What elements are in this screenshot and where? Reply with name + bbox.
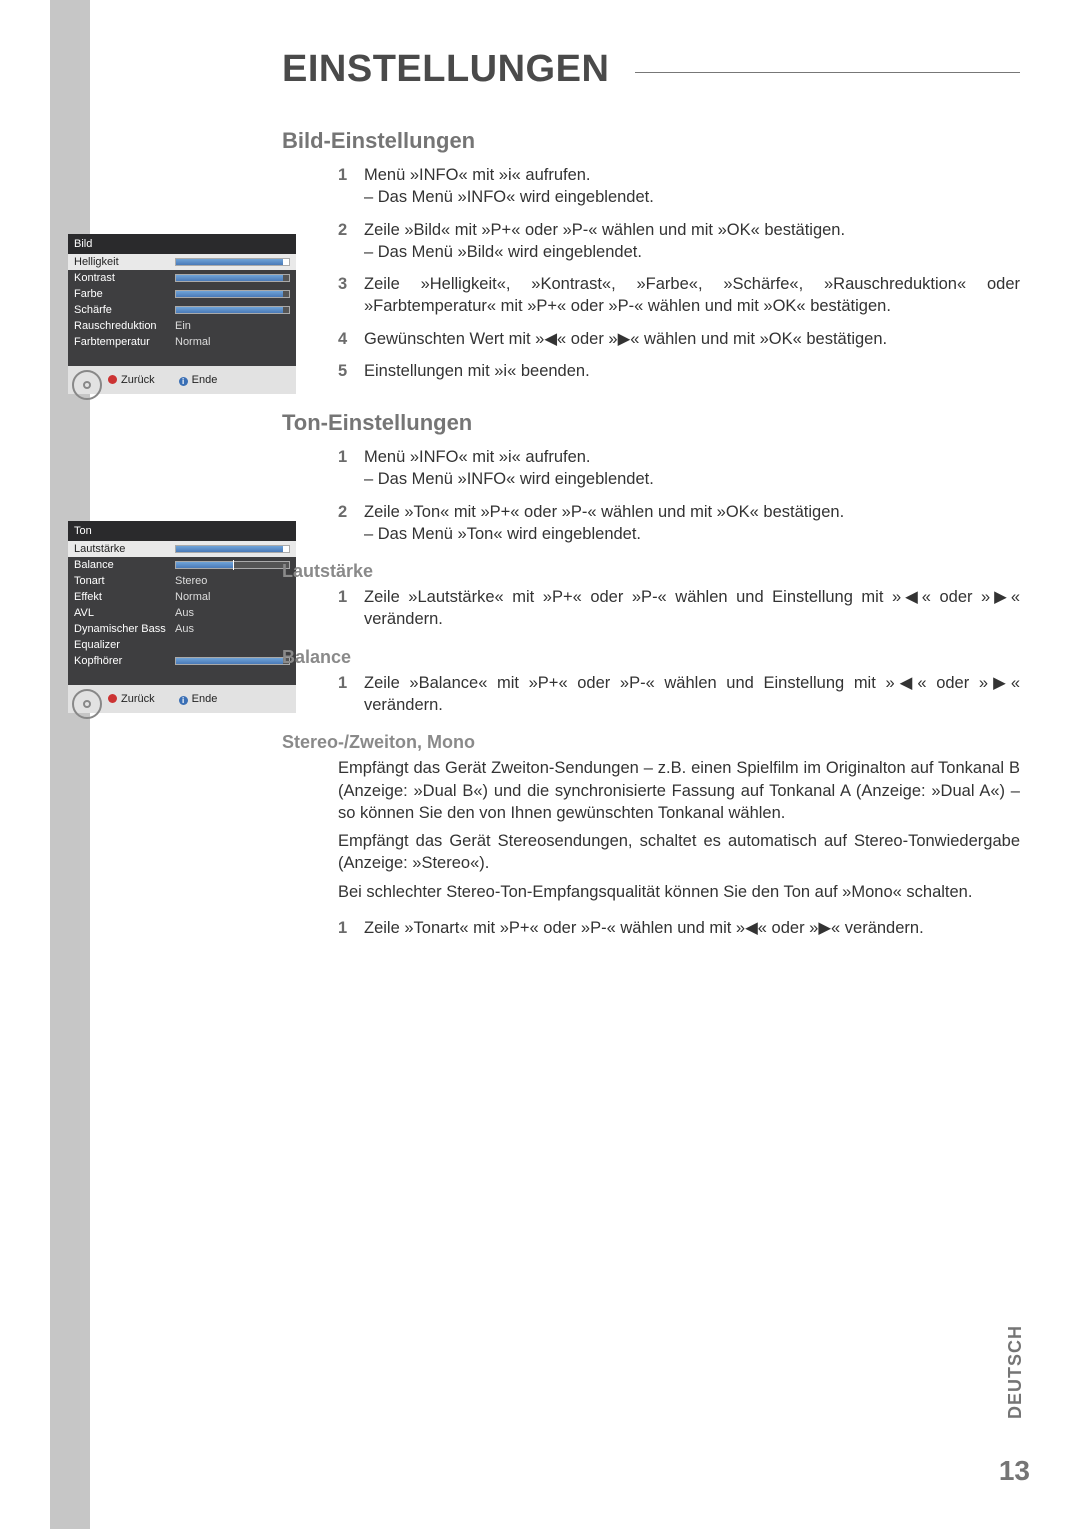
- page-title: EINSTELLUNGEN: [282, 48, 1022, 91]
- osd-ton-footer: Zurück iEnde: [68, 685, 296, 713]
- content: Bild-Einstellungen 1Menü »INFO« mit »i« …: [282, 128, 1020, 967]
- heading-lautstaerke: Lautstärke: [282, 561, 1020, 582]
- title-rule: [635, 72, 1020, 73]
- step: 4Gewünschten Wert mit »◀« oder »▶« wähle…: [338, 328, 1020, 350]
- red-dot-icon: [108, 694, 117, 703]
- section-bild: Bild-Einstellungen 1Menü »INFO« mit »i« …: [282, 128, 1020, 382]
- step: 1Zeile »Lautstärke« mit »P+« oder »P-« w…: [338, 586, 1020, 631]
- heading-balance: Balance: [282, 647, 1020, 668]
- step: 2Zeile »Ton« mit »P+« oder »P-« wählen u…: [338, 501, 1020, 546]
- dpad-icon: [72, 370, 102, 400]
- osd-ton-rows: Lautstärke Balance TonartStereo EffektNo…: [68, 541, 296, 685]
- page-number: 13: [999, 1455, 1030, 1487]
- heading-ton: Ton-Einstellungen: [282, 410, 1020, 436]
- dpad-icon: [72, 689, 102, 719]
- step: 1Menü »INFO« mit »i« aufrufen.– Das Menü…: [338, 164, 1020, 209]
- section-ton: Ton-Einstellungen 1Menü »INFO« mit »i« a…: [282, 410, 1020, 939]
- red-dot-icon: [108, 375, 117, 384]
- info-dot-icon: i: [179, 696, 188, 705]
- paragraph: Empfängt das Gerät Stereosendungen, scha…: [338, 830, 1020, 875]
- step: 3Zeile »Helligkeit«, »Kontrast«, »Farbe«…: [338, 273, 1020, 318]
- heading-bild: Bild-Einstellungen: [282, 128, 1020, 154]
- left-strip: [50, 0, 90, 1529]
- osd-ton-header: Ton: [68, 521, 296, 541]
- osd-bild: Bild Helligkeit Kontrast Farbe Schärfe R…: [68, 234, 296, 394]
- paragraph: Bei schlechter Stereo-Ton-Empfangsqualit…: [338, 881, 1020, 903]
- info-dot-icon: i: [179, 377, 188, 386]
- osd-bild-header: Bild: [68, 234, 296, 254]
- osd-bild-footer: Zurück iEnde: [68, 366, 296, 394]
- osd-bild-rows: Helligkeit Kontrast Farbe Schärfe Rausch…: [68, 254, 296, 366]
- step: 1Zeile »Balance« mit »P+« oder »P-« wähl…: [338, 672, 1020, 717]
- step: 1Zeile »Tonart« mit »P+« oder »P-« wähle…: [338, 917, 1020, 939]
- step: 1Menü »INFO« mit »i« aufrufen.– Das Menü…: [338, 446, 1020, 491]
- heading-stereo: Stereo-/Zweiton, Mono: [282, 732, 1020, 753]
- step: 2Zeile »Bild« mit »P+« oder »P-« wählen …: [338, 219, 1020, 264]
- osd-ton: Ton Lautstärke Balance TonartStereo Effe…: [68, 521, 296, 713]
- language-label: DEUTSCH: [1005, 1325, 1026, 1419]
- step: 5Einstellungen mit »i« beenden.: [338, 360, 1020, 382]
- paragraph: Empfängt das Gerät Zweiton-Sendungen – z…: [338, 757, 1020, 824]
